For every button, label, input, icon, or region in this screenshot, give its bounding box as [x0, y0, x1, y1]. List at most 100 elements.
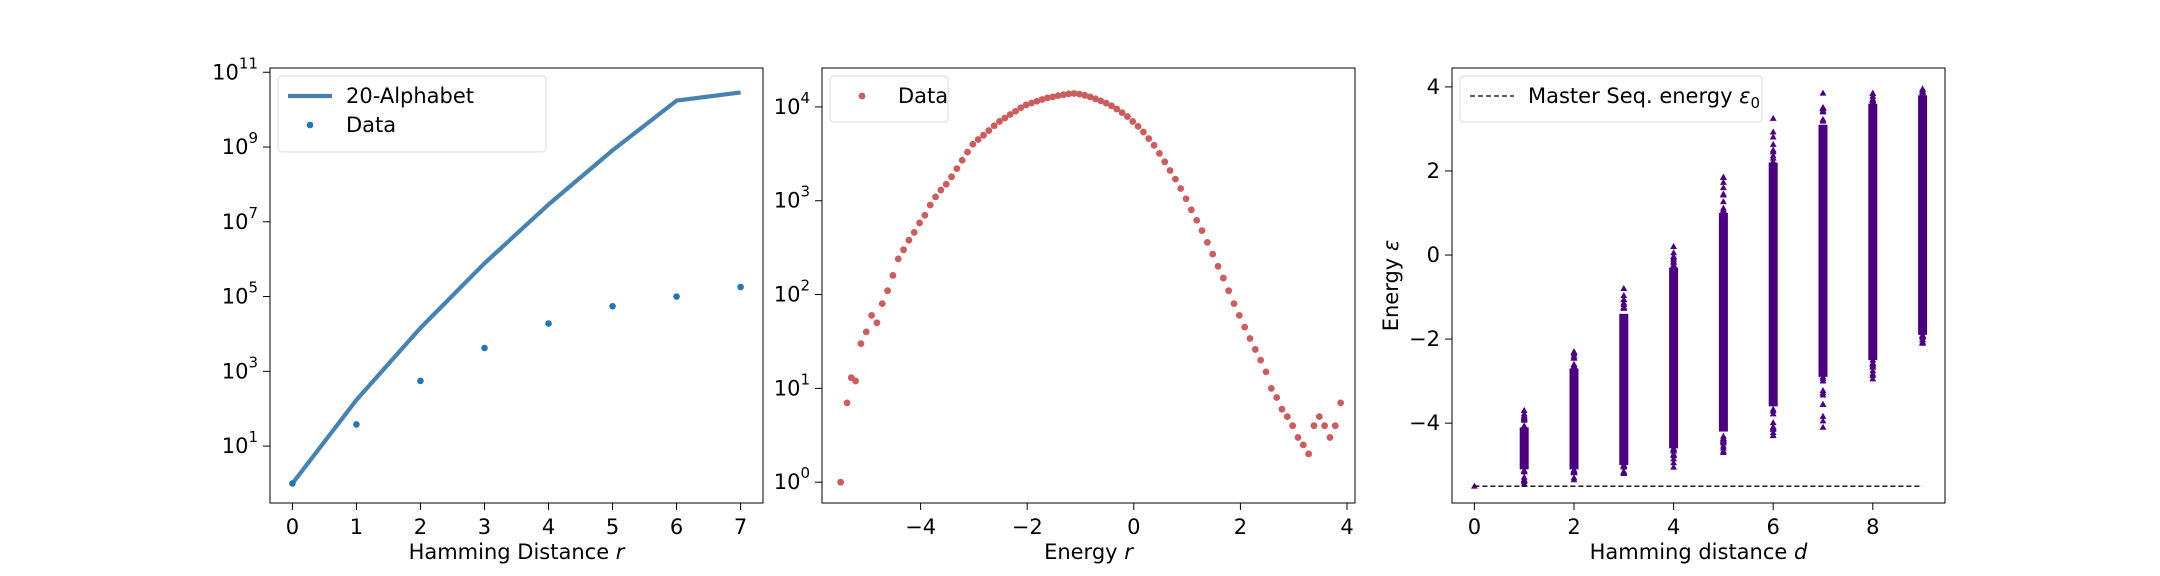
data-point [417, 377, 424, 385]
x-tick-label: 2 [414, 515, 427, 539]
energy-column-core [1718, 213, 1728, 432]
data-point [1108, 102, 1115, 110]
data-point [289, 480, 296, 487]
x-tick-label: 2 [1234, 515, 1247, 539]
data-point [852, 377, 859, 385]
data-point [1570, 348, 1578, 355]
data-point [1819, 108, 1827, 115]
data-point [1113, 105, 1121, 113]
x-axis-label: Hamming distance d [1590, 540, 1808, 564]
legend-marker-data [306, 121, 314, 129]
y-tick-label: −4 [1409, 411, 1440, 435]
legend: Data [829, 75, 949, 123]
legend-box [829, 75, 949, 123]
legend-label-data: Data [898, 84, 948, 108]
legend-box [277, 75, 547, 153]
data-point [1161, 158, 1169, 166]
data-point [1520, 416, 1528, 423]
data-point [673, 293, 680, 300]
data-point [1769, 424, 1777, 431]
legend-label-master-seq-energy: Master Seq. energy ε0 [1528, 84, 1760, 112]
legend: 20-Alphabet Data [277, 75, 547, 153]
data-point [996, 118, 1003, 125]
data-point [1129, 118, 1137, 125]
data-point [1869, 95, 1877, 102]
y-tick-label: 4 [1427, 75, 1440, 99]
data-point [1315, 413, 1323, 421]
data-point [1670, 253, 1678, 260]
data-point [1670, 455, 1678, 462]
axes-frame [1451, 67, 1946, 504]
y-tick-label: −2 [1409, 327, 1440, 351]
energy-column-core [1918, 95, 1928, 335]
legend-label-data: Data [346, 113, 396, 137]
data-point [1028, 99, 1035, 107]
data-point [1076, 90, 1083, 98]
data-point [1670, 463, 1678, 470]
x-axis-label: Energy r [1044, 540, 1134, 564]
data-point [1620, 469, 1628, 476]
data-point [1198, 227, 1206, 235]
data-point [1919, 89, 1926, 96]
data-point [737, 283, 744, 291]
data-point [964, 148, 971, 156]
y-tick-label: 0 [1427, 243, 1440, 267]
energy-column-core [1868, 103, 1878, 361]
data-point [1719, 190, 1727, 197]
x-tick-label: 0 [286, 515, 299, 539]
data-point [1769, 133, 1777, 140]
data-point [1670, 263, 1678, 270]
data-point [1719, 173, 1727, 180]
data-point [1118, 109, 1126, 117]
data-point [862, 328, 870, 336]
data-point [1769, 140, 1777, 147]
data-point [1193, 216, 1201, 224]
data-point [1337, 399, 1345, 407]
data-point [926, 201, 934, 209]
x-tick-label: 7 [734, 515, 747, 539]
energy-column-core [1768, 162, 1778, 407]
data-point [942, 180, 950, 188]
data-point [1299, 441, 1307, 449]
axes-frame [821, 67, 1356, 504]
data-point [1230, 300, 1238, 308]
data-point [1520, 422, 1528, 429]
data-point [1570, 361, 1578, 368]
x-tick-label: 3 [478, 515, 491, 539]
x-tick-label: 4 [542, 515, 555, 539]
data-point [921, 211, 929, 219]
data-point [1006, 111, 1014, 118]
data-point [1719, 436, 1727, 443]
x-tick-label: 2 [1567, 515, 1580, 539]
data-point [1520, 410, 1528, 417]
legend-marker-data [858, 92, 866, 100]
data-point [545, 320, 552, 327]
y-tick-label: 109 [222, 129, 258, 159]
data-point [1305, 450, 1313, 458]
x-tick-label: 6 [1767, 515, 1780, 539]
data-point [1262, 368, 1270, 376]
x-tick-label: 8 [1866, 515, 1879, 539]
data-point [948, 173, 955, 181]
data-point [1241, 323, 1249, 331]
data-point [1670, 451, 1678, 458]
data-point [905, 236, 913, 244]
data-point [1102, 99, 1110, 107]
data-point [990, 122, 998, 130]
data-point [1670, 459, 1678, 466]
y-tick-label: 105 [222, 279, 258, 309]
data-point [1520, 476, 1528, 483]
data-point [1134, 123, 1142, 130]
energy-column-core [1519, 427, 1529, 470]
data-point [1719, 198, 1727, 205]
data-point [1070, 90, 1078, 97]
data-point [900, 246, 907, 254]
data-point [916, 219, 923, 227]
y-tick-label: 103 [222, 353, 258, 383]
data-point [1520, 406, 1528, 413]
data-point [1819, 423, 1827, 430]
data-point [1182, 195, 1190, 203]
legend: Master Seq. energy ε0 [1459, 75, 1763, 123]
data-point [1719, 206, 1727, 213]
data-point [609, 302, 616, 310]
